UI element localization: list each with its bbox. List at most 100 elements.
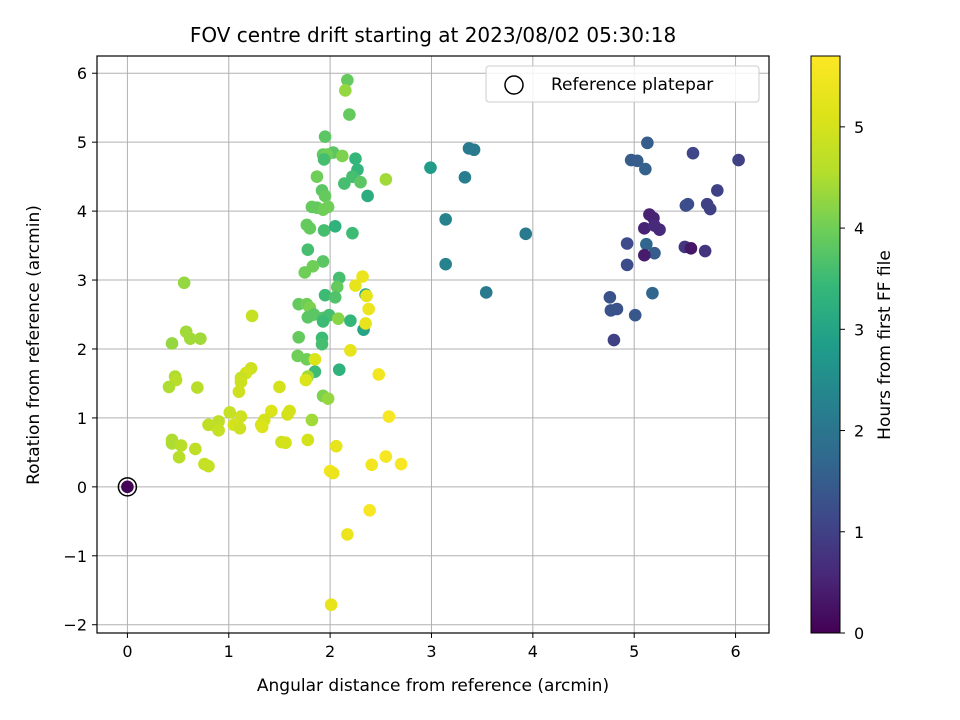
data-point xyxy=(479,286,493,299)
data-point xyxy=(255,420,269,434)
data-point xyxy=(372,368,386,381)
data-point xyxy=(318,189,332,203)
data-point xyxy=(359,317,372,330)
y-tick-label: −2 xyxy=(63,616,87,635)
data-point xyxy=(439,257,452,271)
data-point xyxy=(305,413,319,427)
data-point xyxy=(273,380,286,394)
data-point xyxy=(354,175,367,189)
data-point xyxy=(165,337,179,350)
y-tick-label: 2 xyxy=(77,340,87,359)
data-point xyxy=(458,171,472,184)
colorbar-tick-label: 5 xyxy=(854,118,864,137)
data-point xyxy=(648,219,661,232)
data-point xyxy=(331,312,345,325)
x-tick-label: 1 xyxy=(224,642,234,661)
y-tick-label: 0 xyxy=(77,478,87,497)
data-point xyxy=(703,202,717,216)
data-points xyxy=(117,73,745,612)
x-tick-label: 2 xyxy=(325,642,335,661)
x-tick-label: 4 xyxy=(528,642,538,661)
data-point xyxy=(191,381,204,394)
data-point xyxy=(711,184,724,197)
data-point xyxy=(341,73,354,87)
data-point xyxy=(212,424,225,437)
data-point xyxy=(519,227,533,241)
data-point xyxy=(439,213,452,226)
data-point xyxy=(640,237,653,251)
data-point xyxy=(234,375,248,389)
x-tick-label: 5 xyxy=(629,642,639,661)
data-point xyxy=(202,459,215,473)
data-point xyxy=(328,219,342,233)
data-point xyxy=(641,136,654,150)
data-point xyxy=(162,380,176,394)
plot-frame xyxy=(96,55,770,634)
legend-label: Reference platepar xyxy=(551,75,713,95)
data-point xyxy=(639,162,652,176)
y-axis-label: Rotation from reference (arcmin) xyxy=(24,205,44,485)
data-point xyxy=(638,222,651,235)
data-point xyxy=(298,266,312,279)
data-point xyxy=(346,226,359,240)
data-point xyxy=(265,404,278,418)
data-point xyxy=(607,333,621,347)
colorbar-tick-label: 2 xyxy=(854,422,864,441)
data-point xyxy=(328,290,342,304)
data-point xyxy=(332,363,346,376)
data-point xyxy=(324,598,338,612)
data-point xyxy=(646,286,659,300)
data-point xyxy=(326,466,340,480)
data-point xyxy=(317,224,331,237)
data-point xyxy=(698,244,712,258)
data-point xyxy=(329,439,343,453)
data-point xyxy=(301,433,315,447)
data-point xyxy=(301,243,315,257)
legend: Reference platepar xyxy=(485,65,760,103)
data-point xyxy=(648,246,661,260)
y-axis-ticks: −2 −1 0 1 2 3 4 5 6 xyxy=(63,64,97,635)
data-point xyxy=(679,199,693,212)
data-point xyxy=(344,314,357,328)
data-point xyxy=(620,237,634,250)
data-point xyxy=(303,222,317,235)
data-point xyxy=(223,406,237,419)
data-point xyxy=(316,255,330,268)
data-point xyxy=(362,302,375,316)
data-point xyxy=(233,421,247,435)
data-point xyxy=(315,337,329,351)
data-point xyxy=(316,315,330,328)
colorbar-tick-label: 1 xyxy=(854,523,864,542)
data-point xyxy=(338,177,351,190)
legend-marker-icon xyxy=(504,75,524,95)
data-point xyxy=(630,154,644,168)
colorbar-tick-label: 0 xyxy=(854,624,864,643)
x-tick-label: 3 xyxy=(426,642,436,661)
colorbar: 0 1 2 3 4 5 Hours from first FF file xyxy=(810,55,895,643)
data-point xyxy=(194,332,207,345)
data-point xyxy=(379,173,393,186)
data-point xyxy=(349,152,362,166)
data-point xyxy=(349,279,362,292)
data-point xyxy=(317,153,331,166)
data-point xyxy=(394,457,408,471)
data-point xyxy=(424,161,437,174)
data-point xyxy=(232,385,246,399)
x-axis-ticks: 0 1 2 3 4 5 6 xyxy=(122,633,741,661)
grid-lines xyxy=(97,56,769,633)
data-point xyxy=(365,458,378,472)
data-point xyxy=(279,436,292,450)
chart-title: FOV centre drift starting at 2023/08/02 … xyxy=(190,23,676,47)
data-point xyxy=(310,170,324,183)
data-point xyxy=(379,450,393,463)
data-point xyxy=(363,503,376,517)
data-point xyxy=(686,146,700,160)
data-point xyxy=(382,410,396,423)
data-point xyxy=(318,288,332,302)
data-point xyxy=(628,308,642,322)
data-point xyxy=(603,290,617,304)
data-point xyxy=(604,304,618,317)
legend-box xyxy=(485,65,760,103)
data-point xyxy=(620,258,634,272)
